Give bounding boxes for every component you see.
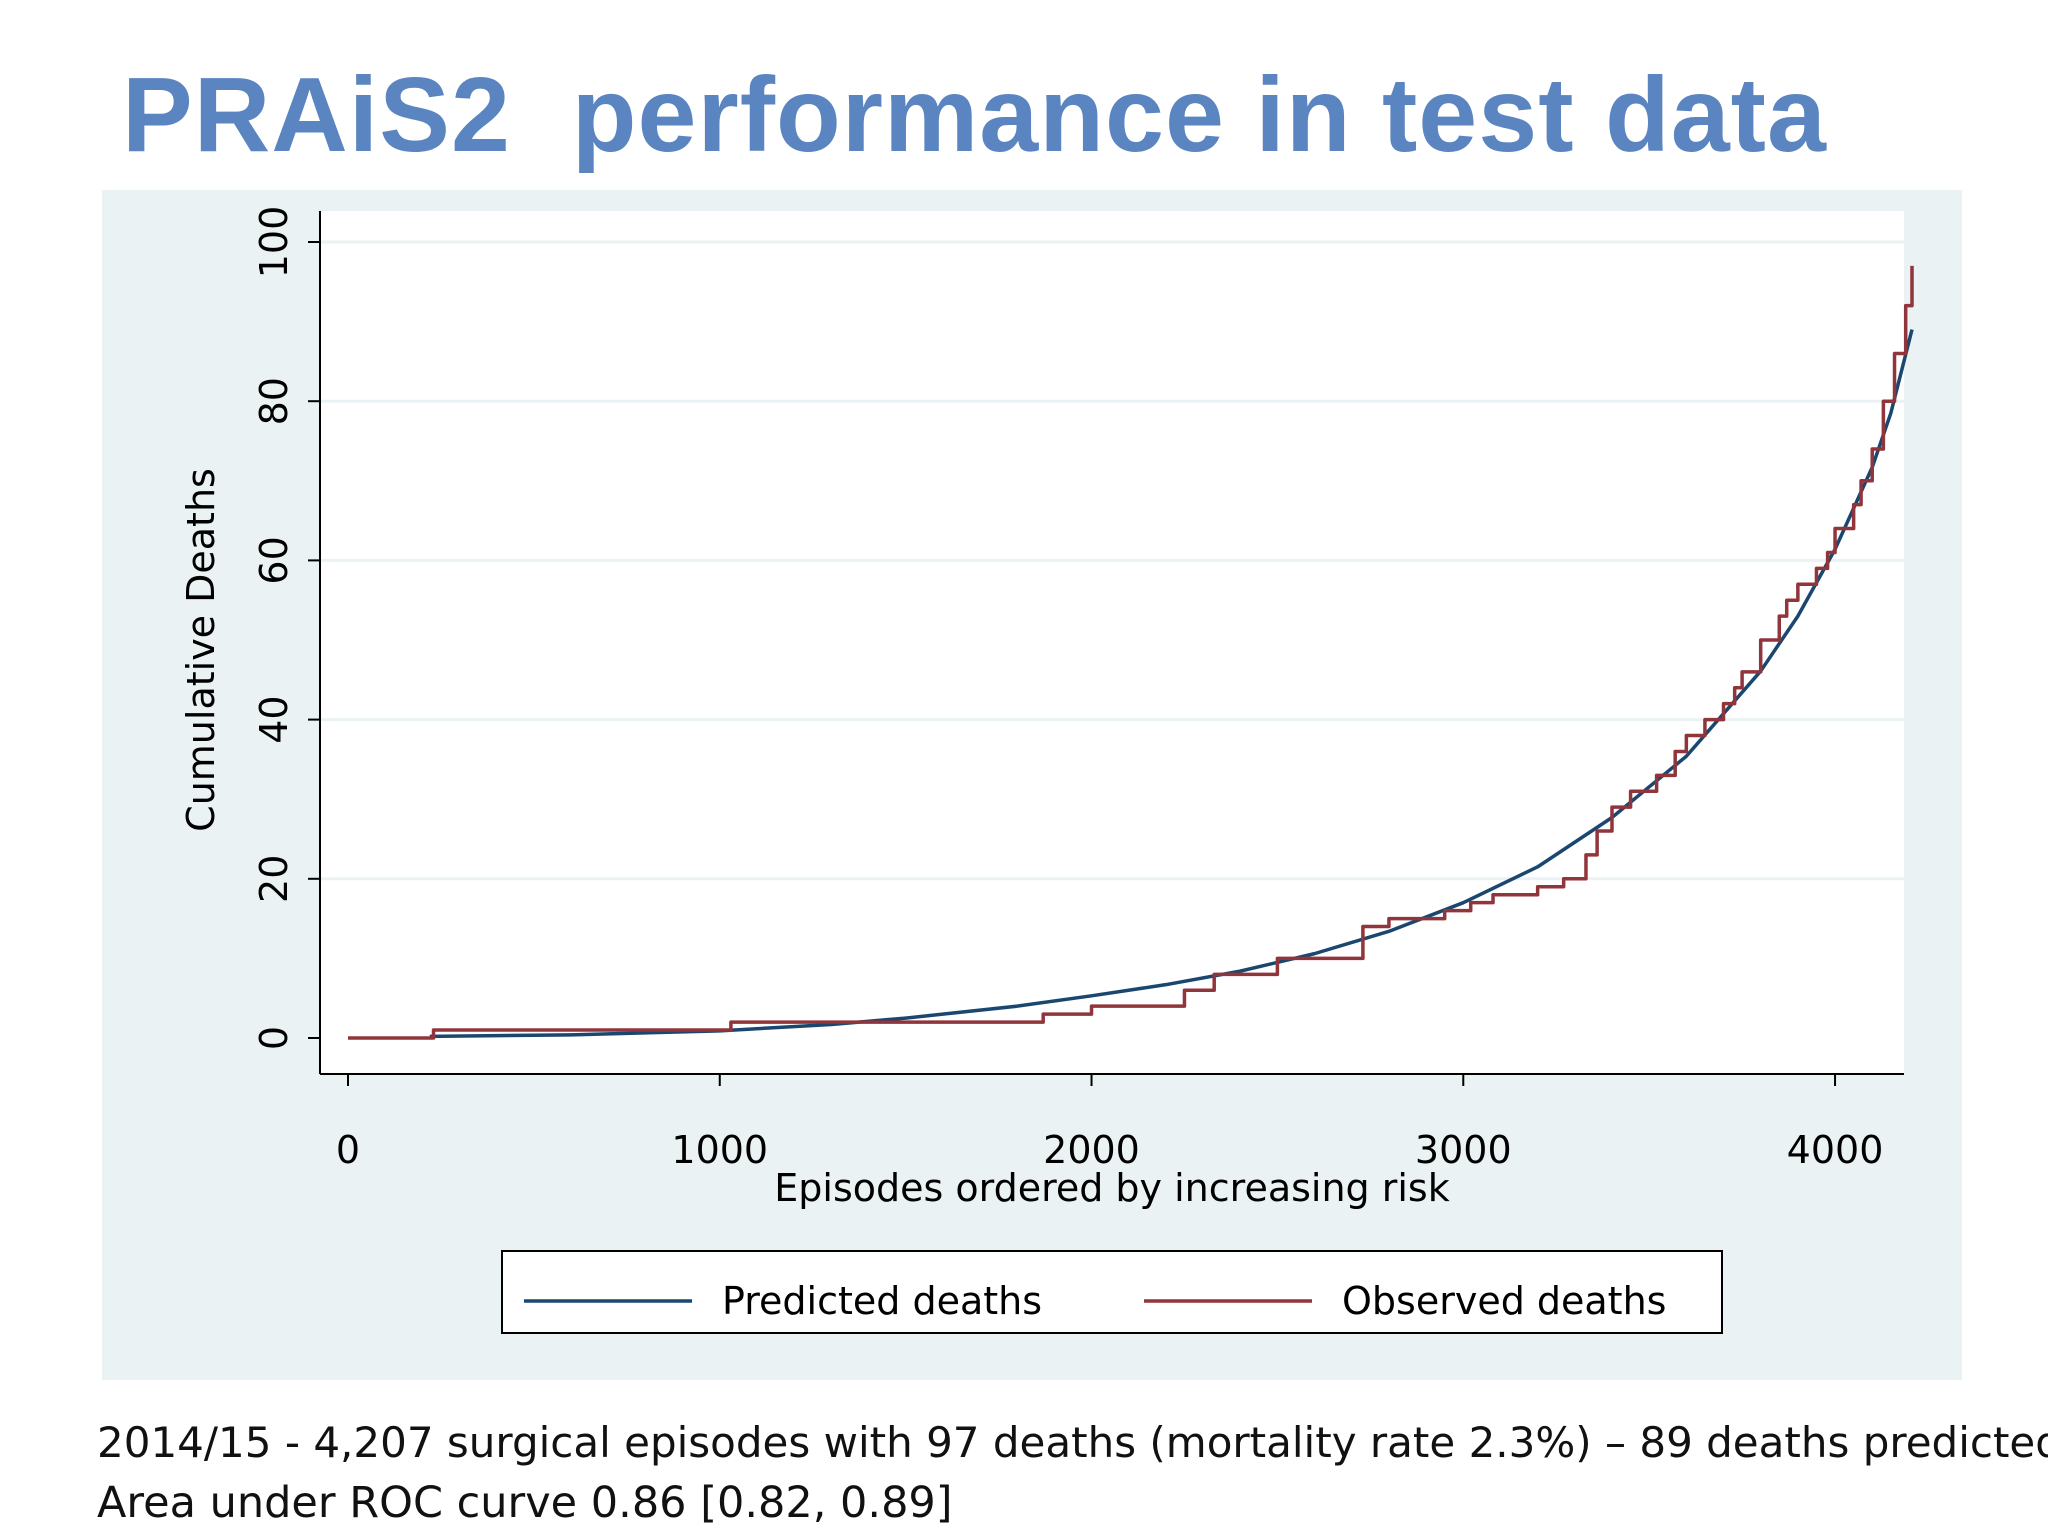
x-axis-title: Episodes ordered by increasing risk: [774, 1166, 1449, 1210]
x-tick-label: 2000: [1043, 1128, 1140, 1172]
x-tick-label: 1000: [671, 1128, 768, 1172]
y-tick-label: 20: [252, 855, 296, 903]
legend-label-observed: Observed deaths: [1342, 1279, 1666, 1323]
gridlines: [320, 240, 1904, 881]
legend: Predicted deaths Observed deaths: [501, 1250, 1723, 1334]
legend-label-predicted: Predicted deaths: [722, 1279, 1042, 1323]
y-axis-title: Cumulative Deaths: [179, 468, 223, 832]
plot-area: [320, 211, 1904, 1074]
y-tick-label: 100: [252, 206, 296, 279]
series-lines: [348, 265, 1914, 1040]
x-tick-label: 4000: [1787, 1128, 1884, 1172]
y-tick-label: 80: [252, 377, 296, 425]
slide-title: PRAiS2 performance in test data: [122, 56, 1827, 174]
x-tick-label: 3000: [1415, 1128, 1512, 1172]
chart-panel: 0 20 40 60 80 100 0 1000 2000 3000 4000 Cumulative…: [102, 190, 1962, 1380]
x-tick-label: 0: [336, 1128, 360, 1172]
legend-box: [501, 1250, 1723, 1334]
y-tick-label: 0: [252, 1026, 296, 1050]
y-tick-label: 40: [252, 695, 296, 743]
observed-deaths-line: [348, 265, 1914, 1040]
footnote-summary: 2014/15 - 4,207 surgical episodes with 9…: [97, 1418, 2048, 1467]
footnote-roc: Area under ROC curve 0.86 [0.82, 0.89]: [97, 1478, 953, 1528]
y-tick-label: 60: [252, 536, 296, 584]
